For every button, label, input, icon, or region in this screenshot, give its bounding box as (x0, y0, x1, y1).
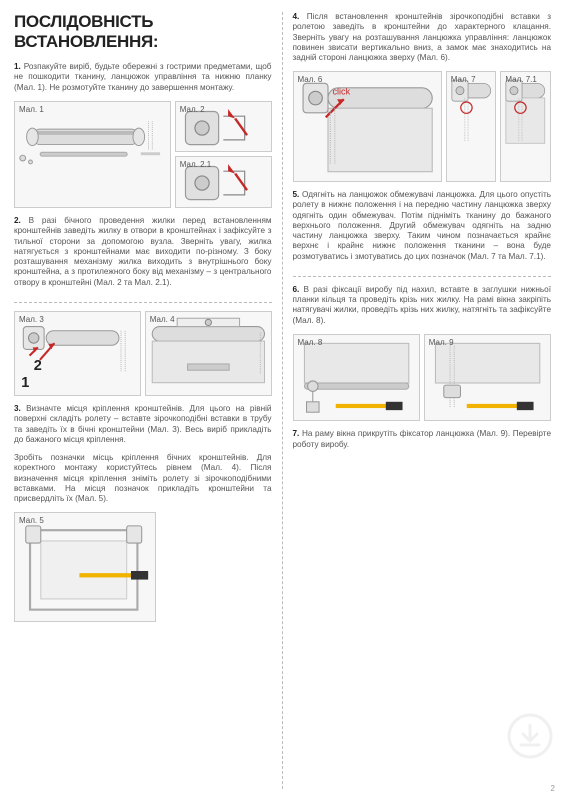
page-title: ПОСЛІДОВНІСТЬ ВСТАНОВЛЕННЯ: (14, 12, 272, 52)
step-1: 1. Розпакуйте виріб, будьте обережні з г… (14, 62, 272, 93)
step-2-text: В разі бічного проведення жилки перед вс… (14, 216, 272, 287)
watermark-icon (507, 713, 553, 759)
fig-row-r2: Мал. 8 Мал. 9 (293, 334, 552, 422)
svg-text:2: 2 (34, 358, 42, 374)
separator-left (14, 302, 272, 303)
fig-21-label: Мал. 2.1 (180, 160, 211, 169)
svg-text:click: click (332, 87, 350, 97)
step-1-text: Розпакуйте виріб, будьте обережні з гост… (14, 62, 272, 92)
separator-right (293, 276, 552, 277)
step-7: 7. На раму вікна прикрутіть фіксатор лан… (293, 429, 552, 450)
fig-1-label: Мал. 1 (19, 105, 44, 114)
step-7-text: На раму вікна прикрутіть фіксатор ланцюж… (293, 429, 552, 448)
figure-7: Мал. 7 (446, 71, 497, 182)
fig-8-label: Мал. 8 (298, 338, 323, 347)
figure-2: Мал. 2 (175, 101, 272, 153)
fig-row-2: Мал. 3 2 1 Мал. 4 (14, 311, 272, 396)
fig-row-1: Мал. 1 Мал. 2 (14, 101, 272, 208)
step-3: 3. Визначте місця кріплення кронштейнів.… (14, 404, 272, 445)
fig-8-svg (294, 335, 419, 421)
left-column: ПОСЛІДОВНІСТЬ ВСТАНОВЛЕННЯ: 1. Розпакуйт… (14, 12, 283, 789)
figure-9: Мал. 9 (424, 334, 551, 422)
fig-6-label: Мал. 6 (298, 75, 323, 84)
fig-3-svg: 2 1 (15, 312, 140, 395)
fig-row-3: Мал. 5 (14, 512, 272, 621)
step-5: 5. Одягніть на ланцюжок обмежувачі ланцю… (293, 190, 552, 262)
figure-6: Мал. 6 click (293, 71, 442, 182)
fig-7-label: Мал. 7 (451, 75, 476, 84)
figure-4: Мал. 4 (145, 311, 272, 396)
fig-3-label: Мал. 3 (19, 315, 44, 324)
figure-7-1: Мал. 7.1 (500, 71, 551, 182)
fig-6-svg: click (294, 72, 441, 181)
figure-8: Мал. 8 (293, 334, 420, 422)
step-4: 4. Після встановлення кронштейнів зірочк… (293, 12, 552, 63)
fig-5-label: Мал. 5 (19, 516, 44, 525)
figure-2-1: Мал. 2.1 (175, 156, 272, 208)
figure-3: Мал. 3 2 1 (14, 311, 141, 396)
fig-5-svg (15, 513, 155, 620)
right-column: 4. Після встановлення кронштейнів зірочк… (283, 12, 552, 789)
page-number: 2 (551, 784, 555, 793)
step-3b: Зробіть позначки місць кріплення бічних … (14, 453, 272, 504)
step-6-text: В разі фіксації виробу під нахил, вставт… (293, 285, 552, 325)
figure-5: Мал. 5 (14, 512, 156, 621)
step-4-text: Після встановлення кронштейнів зірочкопо… (293, 12, 552, 62)
fig-4-label: Мал. 4 (150, 315, 175, 324)
step-6: 6. В разі фіксації виробу під нахил, вст… (293, 285, 552, 326)
step-2: 2. В разі бічного проведення жилки перед… (14, 216, 272, 288)
fig-71-label: Мал. 7.1 (505, 75, 536, 84)
fig-9-svg (425, 335, 550, 421)
figure-1: Мал. 1 (14, 101, 171, 208)
step-3-text: Визначте місця кріплення кронштейнів. Дл… (14, 404, 272, 444)
svg-text:1: 1 (21, 375, 29, 391)
fig-4-svg (146, 312, 271, 395)
fig-9-label: Мал. 9 (429, 338, 454, 347)
fig-row-r1: Мал. 6 click Мал. 7 (293, 71, 552, 182)
fig-2-label: Мал. 2 (180, 105, 205, 114)
step-5-text: Одягніть на ланцюжок обмежувачі ланцюжка… (293, 190, 552, 261)
